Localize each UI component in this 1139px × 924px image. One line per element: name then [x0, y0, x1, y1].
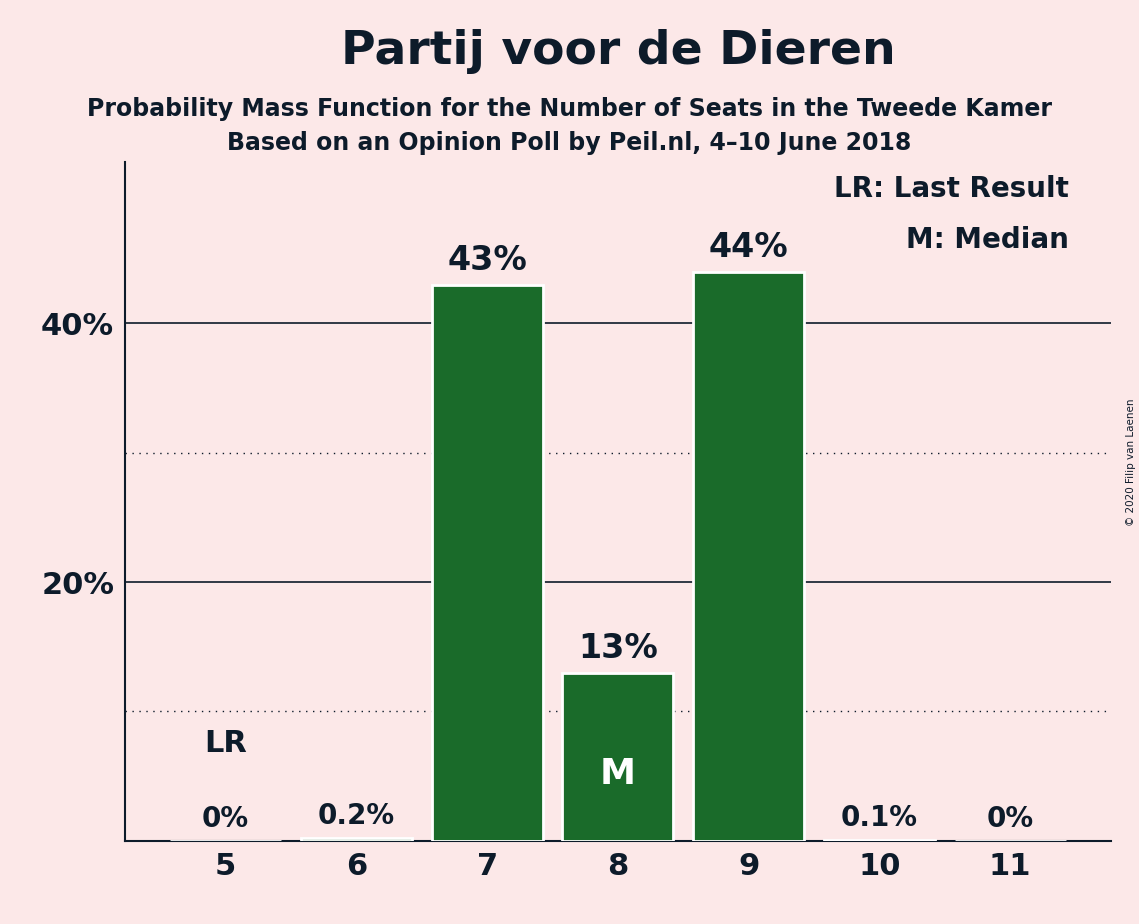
Bar	[432, 285, 542, 841]
Text: 13%: 13%	[577, 632, 658, 665]
Text: 0%: 0%	[986, 805, 1034, 833]
Text: © 2020 Filip van Laenen: © 2020 Filip van Laenen	[1126, 398, 1136, 526]
Text: LR: LR	[204, 729, 247, 759]
Text: M: Median: M: Median	[907, 226, 1070, 254]
Text: LR: Last Result: LR: Last Result	[834, 175, 1070, 202]
Text: Based on an Opinion Poll by Peil.nl, 4–10 June 2018: Based on an Opinion Poll by Peil.nl, 4–1…	[228, 131, 911, 155]
Text: Probability Mass Function for the Number of Seats in the Tweede Kamer: Probability Mass Function for the Number…	[87, 97, 1052, 121]
Text: M: M	[600, 757, 636, 791]
Bar	[563, 673, 673, 841]
Bar	[694, 272, 804, 841]
Text: 0.1%: 0.1%	[841, 804, 918, 832]
Text: 44%: 44%	[708, 231, 788, 264]
Bar	[301, 838, 412, 841]
Bar	[823, 840, 935, 841]
Title: Partij voor de Dieren: Partij voor de Dieren	[341, 30, 895, 75]
Text: 0.2%: 0.2%	[318, 802, 395, 831]
Text: 43%: 43%	[448, 244, 527, 277]
Text: 0%: 0%	[202, 805, 249, 833]
